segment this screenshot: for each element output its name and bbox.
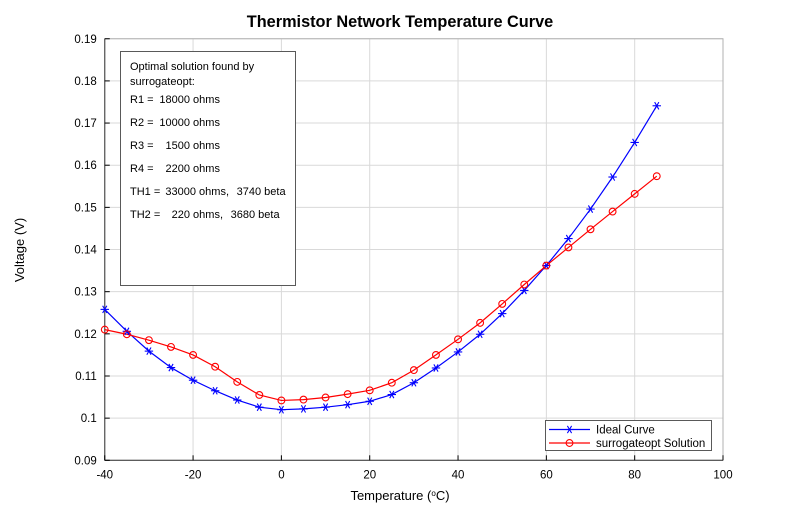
svg-text:0.11: 0.11 — [75, 371, 97, 383]
svg-text:100: 100 — [713, 469, 732, 481]
svg-text:0.1: 0.1 — [81, 413, 97, 425]
svg-text:-40: -40 — [96, 469, 113, 481]
svg-text:0.12: 0.12 — [74, 329, 96, 341]
svg-text:0: 0 — [278, 469, 284, 481]
svg-text:0.17: 0.17 — [74, 118, 96, 130]
svg-text:0.16: 0.16 — [74, 160, 96, 172]
svg-text:0.13: 0.13 — [74, 287, 96, 299]
svg-text:surrogateopt Solution: surrogateopt Solution — [596, 438, 705, 450]
svg-text:0.15: 0.15 — [74, 202, 96, 214]
svg-text:0.19: 0.19 — [74, 34, 96, 46]
svg-text:80: 80 — [628, 469, 641, 481]
svg-text:0.18: 0.18 — [74, 76, 96, 88]
svg-text:-20: -20 — [185, 469, 202, 481]
svg-text:60: 60 — [540, 469, 553, 481]
svg-text:Ideal Curve: Ideal Curve — [596, 425, 655, 437]
svg-text:0.14: 0.14 — [74, 245, 97, 257]
svg-text:20: 20 — [363, 469, 376, 481]
svg-text:0.09: 0.09 — [74, 455, 96, 467]
svg-text:40: 40 — [452, 469, 465, 481]
